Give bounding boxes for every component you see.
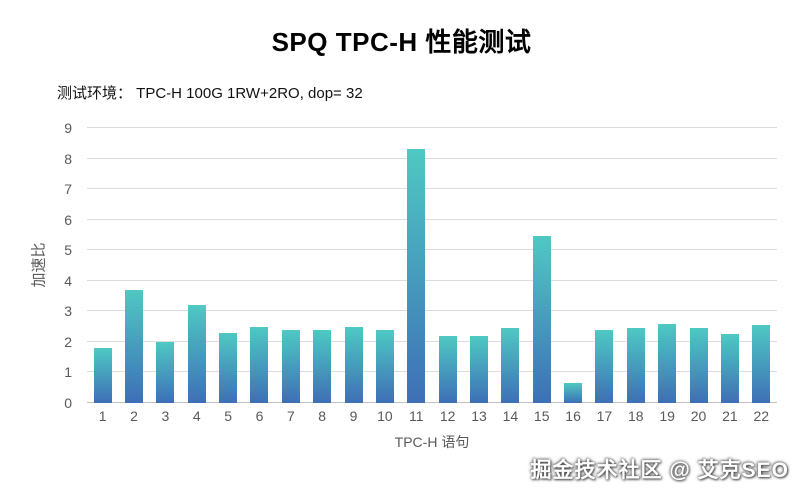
y-tick-label: 6 <box>64 211 72 228</box>
gridline <box>87 188 777 190</box>
x-tick-label: 1 <box>98 408 107 424</box>
gridline <box>87 371 777 373</box>
y-tick-label: 8 <box>64 150 72 167</box>
bar-slot <box>746 128 777 403</box>
x-tick-label: 17 <box>596 408 613 424</box>
x-tick-label: 11 <box>409 408 424 424</box>
bar-slot <box>118 128 149 403</box>
bar-q21 <box>720 334 739 403</box>
x-tick-label: 7 <box>286 408 295 424</box>
gridline <box>87 157 777 159</box>
x-tick-label: 13 <box>471 408 487 424</box>
bar-slot <box>495 128 526 403</box>
gridline <box>87 279 777 281</box>
gridline <box>87 127 777 128</box>
bar-slot <box>307 128 338 403</box>
x-tick-label: 9 <box>349 408 358 424</box>
plot-area <box>87 127 777 403</box>
x-axis-title: TPC-H 语句 <box>394 434 470 450</box>
bar-q13 <box>469 335 488 403</box>
bar-slot <box>369 128 400 403</box>
x-tick-label: 14 <box>502 408 519 424</box>
bar-q3 <box>156 341 175 403</box>
bar-q4 <box>187 305 206 403</box>
bar-q1 <box>93 348 112 403</box>
bars-container <box>87 128 777 403</box>
bar-q18 <box>626 328 645 403</box>
bar-slot <box>526 128 557 403</box>
bar-q8 <box>313 329 332 403</box>
bar-q16 <box>564 383 583 403</box>
x-tick-label: 8 <box>318 408 327 424</box>
gridline <box>87 218 777 220</box>
bar-q9 <box>344 326 363 403</box>
bar-slot <box>714 128 745 403</box>
bar-q14 <box>501 328 520 403</box>
x-tick-label: 18 <box>628 408 644 424</box>
y-tick-label: 5 <box>64 242 72 259</box>
chart-subtitle: 测试环境： TPC-H 100G 1RW+2RO, dop= 32 <box>57 85 363 102</box>
bar-slot <box>589 128 620 403</box>
bar-slot <box>557 128 588 403</box>
bar-q22 <box>752 325 771 403</box>
bar-slot <box>244 128 275 403</box>
bar-q5 <box>219 332 238 403</box>
y-tick-label: 2 <box>64 333 72 350</box>
watermark: 掘金技术社区 @ 艾克SEO <box>530 459 789 482</box>
x-tick-label: 5 <box>224 408 233 424</box>
bar-slot <box>150 128 181 403</box>
y-tick-label: 0 <box>64 395 72 411</box>
bar-q7 <box>281 329 300 403</box>
bar-slot <box>432 128 463 403</box>
bar-slot <box>275 128 306 403</box>
bar-slot <box>620 128 651 403</box>
x-tick-label: 15 <box>533 408 550 424</box>
y-tick-label: 1 <box>64 364 72 381</box>
bar-slot <box>683 128 714 403</box>
x-axis-ticks: 1 2 3 4 5 6 7 8 9 10 11 12 13 14 15 16 17 18 19 20 21 22 <box>87 408 777 424</box>
bar-slot <box>212 128 243 403</box>
bar-q15 <box>532 236 551 403</box>
y-tick-label: 4 <box>64 272 72 289</box>
x-tick-label: 20 <box>690 408 707 424</box>
x-tick-label: 4 <box>192 408 201 424</box>
bar-q6 <box>250 326 269 403</box>
x-tick-label: 3 <box>161 408 170 424</box>
x-tick-label: 10 <box>377 408 393 424</box>
x-tick-label: 2 <box>130 408 138 424</box>
gridline <box>87 340 777 342</box>
bar-slot <box>401 128 432 403</box>
y-tick-label: 9 <box>64 120 72 136</box>
y-axis-title: 加速比 <box>30 242 48 288</box>
y-tick-label: 7 <box>64 181 72 198</box>
chart-title: SPQ TPC-H 性能测试 <box>271 27 532 57</box>
x-tick-label: 12 <box>439 408 456 424</box>
bar-slot <box>463 128 494 403</box>
bar-slot <box>338 128 369 403</box>
bar-q20 <box>689 328 708 403</box>
bar-q11 <box>407 149 426 403</box>
bar-q12 <box>438 335 457 403</box>
x-tick-label: 16 <box>565 408 581 424</box>
x-tick-label: 21 <box>722 408 738 424</box>
x-axis-line <box>87 402 777 403</box>
bar-q2 <box>125 289 144 403</box>
y-axis-ticks: 0 1 2 3 4 5 6 7 8 9 <box>50 121 80 410</box>
y-tick-label: 3 <box>64 303 72 320</box>
bar-slot <box>651 128 682 403</box>
x-tick-label: 6 <box>255 408 264 424</box>
x-tick-label: 22 <box>753 408 770 424</box>
gridline <box>87 249 777 251</box>
bar-q19 <box>658 323 677 403</box>
gridline <box>87 310 777 312</box>
bar-slot <box>87 128 118 403</box>
bar-slot <box>181 128 212 403</box>
x-tick-label: 19 <box>659 408 675 424</box>
bar-q17 <box>595 329 614 403</box>
bar-q10 <box>375 329 394 403</box>
